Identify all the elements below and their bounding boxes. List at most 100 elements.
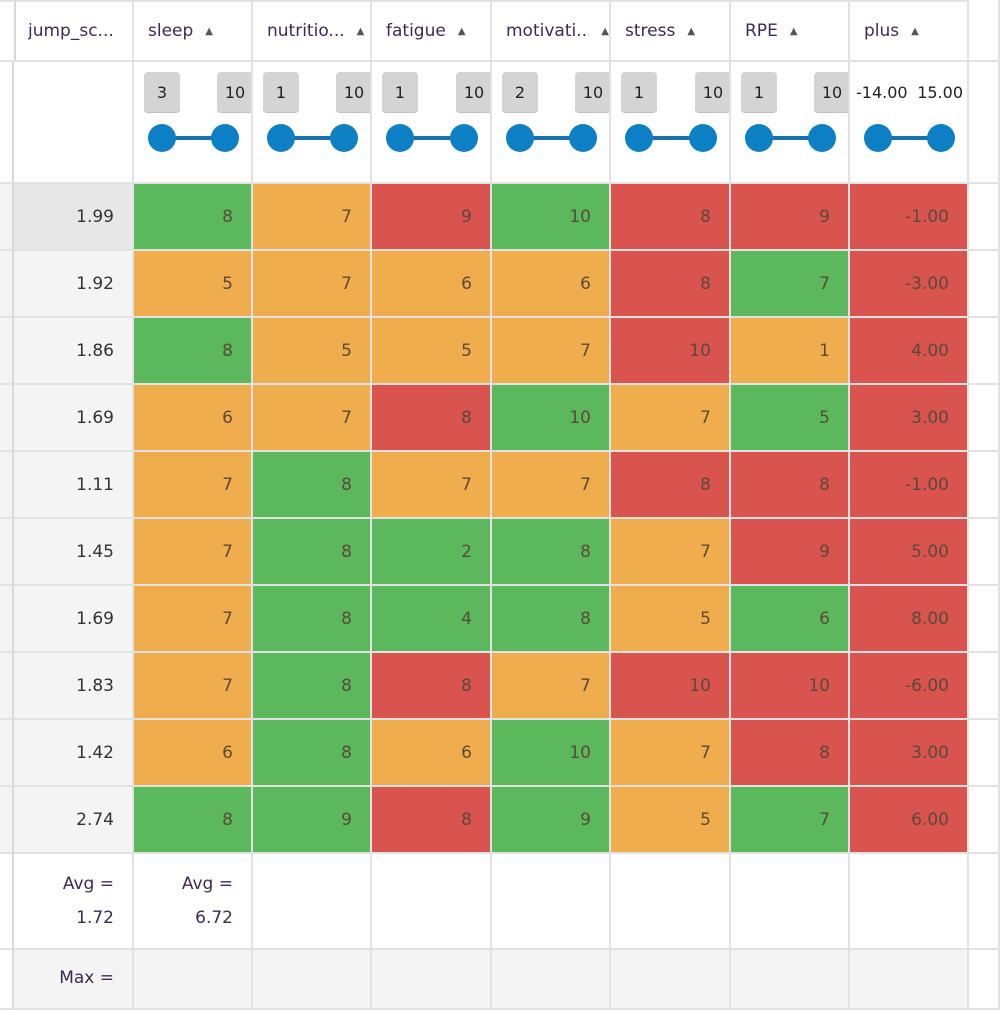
score-cell-motivati[interactable]: 7 — [492, 653, 611, 720]
score-cell-fatigue[interactable]: 6 — [372, 251, 492, 318]
column-header-nutritio[interactable]: nutritio... ▲ — [253, 0, 372, 62]
range-filter-nutritio[interactable]: 1 10 — [253, 62, 372, 184]
range-slider-track[interactable] — [160, 136, 225, 140]
score-cell-sleep[interactable]: 5 — [134, 251, 253, 318]
range-filter-sleep[interactable]: 3 10 — [134, 62, 253, 184]
sort-ascending-icon[interactable]: ▲ — [911, 25, 919, 37]
range-filter-rpe[interactable]: 1 10 — [731, 62, 850, 184]
sort-ascending-icon[interactable]: ▲ — [356, 25, 365, 37]
range-slider-min-handle[interactable] — [148, 124, 176, 152]
score-cell-fatigue[interactable]: 6 — [372, 720, 492, 787]
column-header-plus[interactable]: plus ▲ — [850, 0, 969, 62]
score-cell-plus[interactable]: 5.00 — [850, 519, 969, 586]
score-cell-sleep[interactable]: 8 — [134, 184, 253, 251]
score-cell-motivati[interactable]: 6 — [492, 251, 611, 318]
range-slider-min-handle[interactable] — [745, 124, 773, 152]
score-cell-sleep[interactable]: 8 — [134, 318, 253, 385]
score-cell-rpe[interactable]: 7 — [731, 787, 850, 854]
score-cell-plus[interactable]: -1.00 — [850, 452, 969, 519]
range-slider-max-handle[interactable] — [211, 124, 239, 152]
column-header-jump-sc[interactable]: jump_sc... — [14, 0, 134, 62]
sort-ascending-icon[interactable]: ▲ — [601, 25, 609, 37]
score-cell-rpe[interactable]: 8 — [731, 720, 850, 787]
score-cell-stress[interactable]: 7 — [611, 519, 731, 586]
range-slider-max-handle[interactable] — [689, 124, 717, 152]
jump-score-cell[interactable]: 1.69 — [14, 385, 134, 452]
score-cell-nutritio[interactable]: 8 — [253, 519, 372, 586]
sort-ascending-icon[interactable]: ▲ — [457, 25, 466, 37]
score-cell-stress[interactable]: 10 — [611, 318, 731, 385]
range-slider-track[interactable] — [398, 136, 464, 140]
sort-ascending-icon[interactable]: ▲ — [205, 25, 213, 37]
jump-score-cell[interactable]: 1.45 — [14, 519, 134, 586]
sort-ascending-icon[interactable]: ▲ — [687, 25, 696, 37]
range-slider-max-handle[interactable] — [808, 124, 836, 152]
score-cell-plus[interactable]: 8.00 — [850, 586, 969, 653]
jump-score-cell[interactable]: 2.74 — [14, 787, 134, 854]
score-cell-motivati[interactable]: 8 — [492, 586, 611, 653]
score-cell-plus[interactable]: -6.00 — [850, 653, 969, 720]
range-slider-min-handle[interactable] — [625, 124, 653, 152]
range-slider-track[interactable] — [279, 136, 344, 140]
range-slider-min-handle[interactable] — [386, 124, 414, 152]
score-cell-rpe[interactable]: 10 — [731, 653, 850, 720]
score-cell-motivati[interactable]: 9 — [492, 787, 611, 854]
column-header-rpe[interactable]: RPE ▲ — [731, 0, 850, 62]
score-cell-rpe[interactable]: 9 — [731, 184, 850, 251]
score-cell-nutritio[interactable]: 5 — [253, 318, 372, 385]
range-slider-track[interactable] — [637, 136, 703, 140]
score-cell-sleep[interactable]: 7 — [134, 519, 253, 586]
range-slider-max-handle[interactable] — [450, 124, 478, 152]
score-cell-stress[interactable]: 5 — [611, 787, 731, 854]
range-slider-track[interactable] — [518, 136, 583, 140]
score-cell-plus[interactable]: 6.00 — [850, 787, 969, 854]
column-header-stress[interactable]: stress ▲ — [611, 0, 731, 62]
range-filter-motivati[interactable]: 2 10 — [492, 62, 611, 184]
score-cell-nutritio[interactable]: 7 — [253, 184, 372, 251]
jump-score-cell[interactable]: 1.83 — [14, 653, 134, 720]
jump-score-cell[interactable]: 1.69 — [14, 586, 134, 653]
range-slider-min-handle[interactable] — [506, 124, 534, 152]
range-filter-stress[interactable]: 1 10 — [611, 62, 731, 184]
score-cell-nutritio[interactable]: 7 — [253, 385, 372, 452]
range-slider-min-handle[interactable] — [864, 124, 892, 152]
score-cell-sleep[interactable]: 7 — [134, 586, 253, 653]
range-slider-max-handle[interactable] — [927, 124, 955, 152]
score-cell-stress[interactable]: 8 — [611, 184, 731, 251]
score-cell-motivati[interactable]: 10 — [492, 184, 611, 251]
jump-score-cell[interactable]: 1.11 — [14, 452, 134, 519]
range-filter-plus[interactable]: -14.00 15.00 — [850, 62, 969, 184]
score-cell-fatigue[interactable]: 7 — [372, 452, 492, 519]
score-cell-motivati[interactable]: 7 — [492, 318, 611, 385]
column-header-sleep[interactable]: sleep ▲ — [134, 0, 253, 62]
score-cell-plus[interactable]: -3.00 — [850, 251, 969, 318]
score-cell-rpe[interactable]: 1 — [731, 318, 850, 385]
jump-score-cell[interactable]: 1.92 — [14, 251, 134, 318]
score-cell-stress[interactable]: 8 — [611, 251, 731, 318]
score-cell-motivati[interactable]: 10 — [492, 720, 611, 787]
score-cell-stress[interactable]: 5 — [611, 586, 731, 653]
score-cell-nutritio[interactable]: 8 — [253, 653, 372, 720]
jump-score-cell[interactable]: 1.99 — [14, 184, 134, 251]
score-cell-fatigue[interactable]: 8 — [372, 653, 492, 720]
range-slider-track[interactable] — [876, 136, 941, 140]
range-filter-fatigue[interactable]: 1 10 — [372, 62, 492, 184]
score-cell-plus[interactable]: -1.00 — [850, 184, 969, 251]
score-cell-sleep[interactable]: 8 — [134, 787, 253, 854]
score-cell-motivati[interactable]: 7 — [492, 452, 611, 519]
score-cell-rpe[interactable]: 8 — [731, 452, 850, 519]
score-cell-rpe[interactable]: 7 — [731, 251, 850, 318]
score-cell-stress[interactable]: 10 — [611, 653, 731, 720]
sort-ascending-icon[interactable]: ▲ — [789, 25, 798, 37]
range-slider-max-handle[interactable] — [330, 124, 358, 152]
score-cell-motivati[interactable]: 10 — [492, 385, 611, 452]
range-slider-track[interactable] — [757, 136, 822, 140]
jump-score-cell[interactable]: 1.42 — [14, 720, 134, 787]
score-cell-fatigue[interactable]: 9 — [372, 184, 492, 251]
jump-score-cell[interactable]: 1.86 — [14, 318, 134, 385]
score-cell-sleep[interactable]: 7 — [134, 653, 253, 720]
column-header-motivati[interactable]: motivati... ▲ — [492, 0, 611, 62]
score-cell-nutritio[interactable]: 7 — [253, 251, 372, 318]
score-cell-stress[interactable]: 8 — [611, 452, 731, 519]
score-cell-nutritio[interactable]: 8 — [253, 452, 372, 519]
